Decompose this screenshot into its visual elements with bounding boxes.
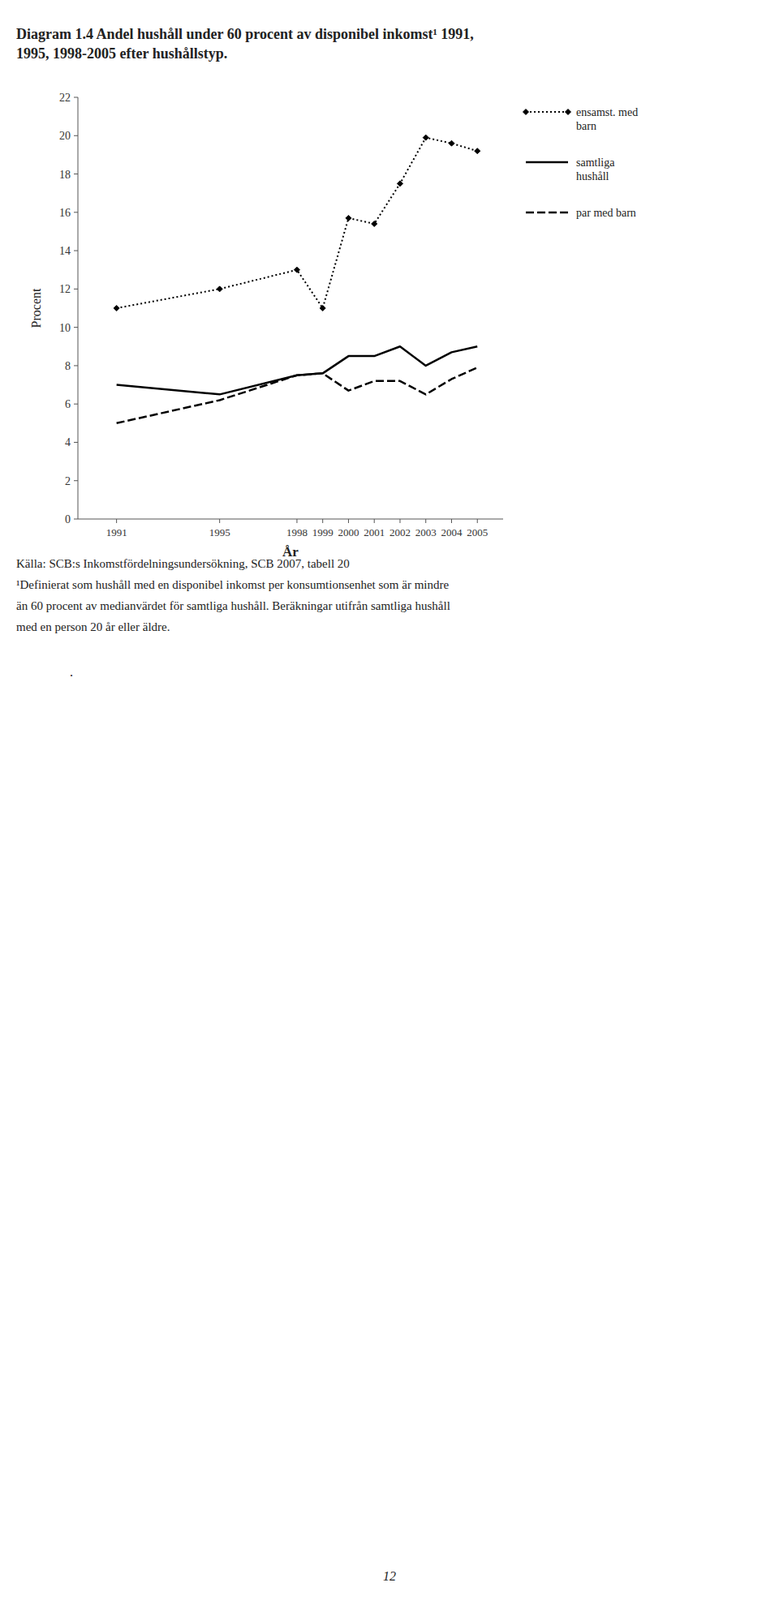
y-tick-label: 20 xyxy=(59,129,71,143)
x-tick-label: 2001 xyxy=(363,526,385,539)
x-tick-label: 1999 xyxy=(312,526,334,539)
x-tick-label: 1998 xyxy=(286,526,308,539)
legend-label: samtligahushåll xyxy=(576,156,616,183)
series xyxy=(113,134,481,311)
y-tick xyxy=(73,365,78,366)
text-line: hushåll xyxy=(576,170,610,183)
text-line: barn xyxy=(576,120,597,133)
footnote: än 60 procent av medianvärdet för samtli… xyxy=(16,599,451,613)
y-tick-label: 6 xyxy=(64,398,71,411)
y-tick xyxy=(73,211,78,213)
x-tick xyxy=(322,519,323,524)
legend: ensamst. medbarn samtligahushåll par med b… xyxy=(523,106,639,220)
y-tick xyxy=(73,327,78,328)
y-tick-label: 2 xyxy=(64,475,71,488)
plot-area xyxy=(113,134,481,424)
marker xyxy=(448,140,455,147)
marker xyxy=(396,180,403,187)
y-tick xyxy=(73,173,78,175)
y-tick xyxy=(73,480,78,482)
x-tick xyxy=(219,519,220,524)
x-tick xyxy=(296,519,297,524)
x-tick-label: 1991 xyxy=(106,526,128,539)
y-tick-label: 16 xyxy=(59,206,71,220)
x-tick-label: 2000 xyxy=(337,526,359,539)
legend-swatch xyxy=(525,111,569,113)
x-tick-label: 2003 xyxy=(415,526,437,539)
y-tick-label: 8 xyxy=(64,360,71,373)
y-tick xyxy=(73,442,78,444)
y-tick-label: 10 xyxy=(59,322,71,335)
marker xyxy=(345,215,352,221)
footnote: ¹Definierat som hushåll med en disponibe… xyxy=(16,578,450,592)
y-tick xyxy=(73,519,78,521)
x-axis-line xyxy=(77,519,504,521)
legend-label: par med barn xyxy=(576,206,637,220)
x-tick xyxy=(451,519,452,524)
y-tick xyxy=(73,250,78,252)
x-tick xyxy=(399,519,401,524)
axes: 0 2 4 6 8 10 12 14 16 18 20 22 1991 1995 1998 19992000 2… xyxy=(59,91,504,539)
footnote: med en person 20 år eller äldre. xyxy=(16,620,171,634)
text-line: samtliga xyxy=(576,156,616,169)
y-axis-line xyxy=(77,97,79,520)
marker xyxy=(293,266,300,273)
line xyxy=(116,137,478,309)
text-line: ensamst. med xyxy=(576,106,638,119)
line xyxy=(116,367,478,424)
legend-marker xyxy=(565,109,572,116)
background xyxy=(0,0,779,1600)
y-tick xyxy=(73,135,78,137)
x-tick-label: 1995 xyxy=(209,526,231,539)
title: Diagram 1.4 Andel hushåll under 60 proce… xyxy=(16,25,474,62)
legend-label: ensamst. medbarn xyxy=(576,106,638,133)
chart: Diagram 1.4 Andel hushåll under 60 proce… xyxy=(0,0,779,1600)
x-tick xyxy=(425,519,427,524)
legend-marker xyxy=(523,109,530,116)
x-tick xyxy=(374,519,375,524)
y-tick-label: 4 xyxy=(64,436,71,449)
y-tick-label: 14 xyxy=(59,245,71,258)
page-number: 12 xyxy=(383,1570,396,1584)
text-line: Diagram 1.4 Andel hushåll under 60 proce… xyxy=(16,25,474,43)
marker xyxy=(319,305,326,312)
marker xyxy=(113,305,120,312)
legend-swatch xyxy=(525,211,569,215)
marker xyxy=(216,286,223,293)
x-tick-label: 2002 xyxy=(389,526,411,539)
marker xyxy=(422,134,429,141)
y-tick xyxy=(73,97,78,99)
x-tick-label: 2004 xyxy=(440,526,463,539)
y-tick-label: 12 xyxy=(59,283,71,296)
series xyxy=(116,367,478,424)
x-tick-label: 2005 xyxy=(466,526,488,539)
marker xyxy=(474,148,481,155)
y-tick xyxy=(73,288,78,290)
x-tick xyxy=(116,519,117,524)
y-tick-label: 18 xyxy=(59,168,71,181)
y-tick xyxy=(73,404,78,405)
annotation: . xyxy=(69,665,74,680)
text-line: par med barn xyxy=(576,206,637,220)
marker xyxy=(371,221,378,228)
text-line: 1995, 1998-2005 efter hushållstyp. xyxy=(16,45,228,62)
series xyxy=(116,346,478,395)
y-tick-label: 0 xyxy=(64,513,71,526)
line xyxy=(116,346,478,395)
y-axis-label: Procent xyxy=(29,288,44,328)
source: Källa: SCB:s Inkomstfördelningsundersökn… xyxy=(16,557,350,571)
y-tick-label: 22 xyxy=(59,91,71,104)
x-tick xyxy=(477,519,478,524)
x-tick xyxy=(348,519,349,524)
legend-swatch xyxy=(525,161,569,164)
